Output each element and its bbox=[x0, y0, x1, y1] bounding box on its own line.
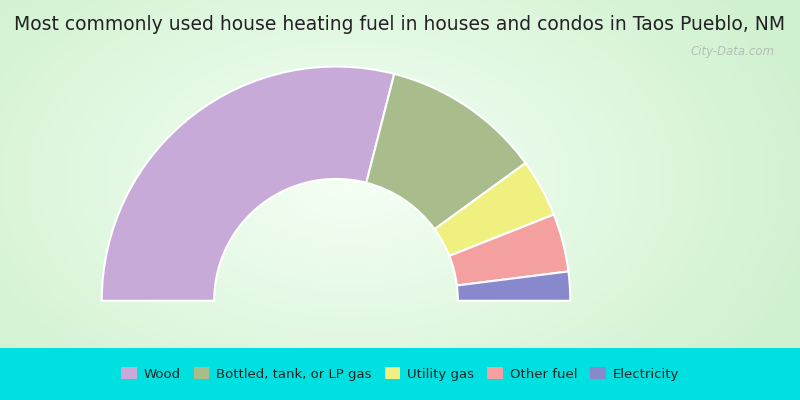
Wedge shape bbox=[450, 214, 569, 286]
Wedge shape bbox=[366, 74, 526, 229]
Text: Most commonly used house heating fuel in houses and condos in Taos Pueblo, NM: Most commonly used house heating fuel in… bbox=[14, 15, 786, 34]
Wedge shape bbox=[457, 272, 570, 301]
Wedge shape bbox=[102, 66, 394, 301]
Text: City-Data.com: City-Data.com bbox=[691, 45, 775, 58]
FancyBboxPatch shape bbox=[0, 348, 800, 400]
Wedge shape bbox=[434, 163, 554, 256]
Legend: Wood, Bottled, tank, or LP gas, Utility gas, Other fuel, Electricity: Wood, Bottled, tank, or LP gas, Utility … bbox=[121, 367, 679, 381]
